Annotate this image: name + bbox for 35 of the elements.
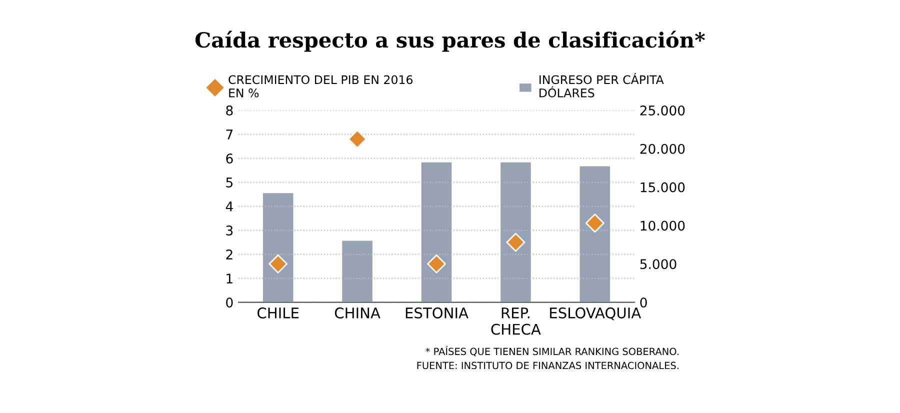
point: [506, 232, 526, 252]
x-tick-label: CHINA: [334, 307, 380, 318]
y2-tick-label: 20.000: [640, 144, 685, 154]
y-tick-label: 0: [226, 298, 233, 308]
y-tick-label: 4: [226, 202, 233, 212]
y-tick-label: 3: [226, 226, 233, 236]
y2-tick-label: 0: [640, 298, 647, 308]
y2-tick-label: 25.000: [640, 105, 685, 116]
y-tick-label: 8: [226, 105, 233, 116]
bar: [499, 161, 532, 302]
x-tick-label: ESLOVAQUIA: [550, 307, 642, 320]
y2-tick-label: 5.000: [640, 259, 676, 270]
point: [348, 130, 367, 149]
chart-title: Caída respecto a sus pares de clasificación*: [195, 30, 705, 52]
y2-tick-label: 15.000: [640, 182, 685, 192]
bar: [340, 239, 374, 302]
y-tick-label: 2: [226, 250, 232, 260]
legend-label: CRECIMIENTO DEL PIB EN 2016 EN %: [228, 75, 413, 98]
x-tick-label: ESTONIA: [406, 307, 468, 318]
point: [427, 254, 446, 274]
point: [268, 254, 288, 274]
legend-label: INGRESO PER CÁPITA DÓLARES: [540, 73, 664, 98]
point: [585, 214, 604, 233]
x-tick-label: CHILE: [258, 307, 299, 318]
x-tick-label: REP. CHECA: [491, 308, 541, 335]
bar: [420, 161, 454, 302]
source-note: FUENTE: INSTITUTO DE FINANZAS INTERNACIONALES.: [417, 362, 678, 370]
bar: [578, 164, 612, 302]
y-tick-label: 5: [226, 178, 232, 188]
y-tick-label: 7: [226, 130, 233, 140]
text: * PAÍSES QUE TIENEN SIMILAR RANKING SOBERANO.: [426, 346, 678, 356]
y2-tick-label: 10.000: [640, 220, 685, 231]
y-tick-label: 6: [226, 154, 233, 164]
y-tick-label: 1: [226, 274, 232, 284]
bar: [262, 192, 295, 302]
